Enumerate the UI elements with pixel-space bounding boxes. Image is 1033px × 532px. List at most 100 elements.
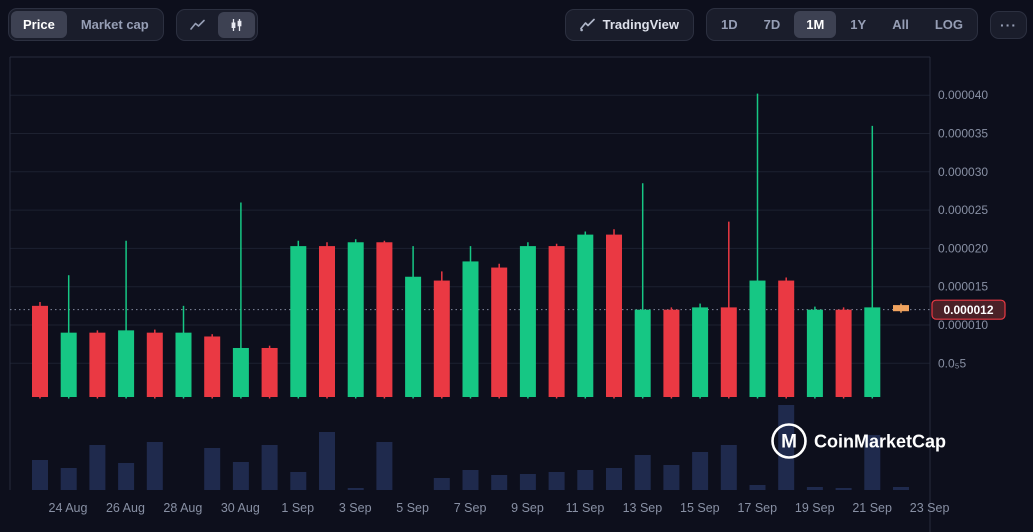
x-axis-label: 28 Aug [163,501,202,515]
volume-bar [146,442,163,490]
candle [319,246,335,398]
volume-bar [376,442,393,490]
x-axis-label: 9 Sep [511,501,544,515]
x-axis-label: 26 Aug [106,501,145,515]
candle [32,305,48,398]
tradingview-icon [579,18,595,32]
volume-bar [32,460,48,490]
volume-bar [806,487,823,490]
candle [893,305,909,312]
volume-bar [462,470,479,490]
coinmarketcap-watermark: M CoinMarketCap [771,423,946,459]
candle [433,280,450,398]
volume-bar [606,468,622,490]
line-chart-icon[interactable] [179,12,216,38]
y-axis-label: 0.000040 [938,88,988,102]
x-axis-label: 5 Sep [396,501,429,515]
candle [692,307,709,398]
coinmarketcap-logo-letter: M [781,432,797,453]
volume-bar [89,445,106,490]
coinmarketcap-watermark-label: CoinMarketCap [814,432,946,452]
x-axis-label: 11 Sep [566,501,605,515]
current-price-label-box [931,299,1006,320]
x-axis-label: 21 Sep [852,501,892,515]
volume-bar [491,475,508,490]
volume-bar [347,488,364,490]
y-axis-label: 0.0₅5 [938,356,967,370]
x-axis-label: 23 Sep [910,501,950,515]
x-axis-label: 3 Sep [339,501,372,515]
range-all[interactable]: All [880,11,921,38]
volume-bar [720,445,737,490]
y-axis-label: 0.000035 [938,127,988,141]
x-axis-label: 15 Sep [680,501,720,515]
y-axis-label: 0.000010 [938,318,988,332]
volume-bar [118,463,135,490]
volume-bar [261,445,278,490]
volume-bar [663,465,680,490]
candle [376,242,393,398]
tradingview-button[interactable]: TradingView [564,8,694,41]
volume-bar [519,474,536,490]
volume-bar [290,472,307,490]
x-axis-label: 7 Sep [454,501,487,515]
volume-bar [319,432,335,490]
candle [864,307,881,398]
range-selector: 1D 7D 1M 1Y All LOG [705,8,978,41]
candle [347,242,364,398]
candle [835,309,852,398]
volume-bar [232,462,249,490]
metric-toggle: Price Market cap [8,8,164,41]
volume-bar [634,455,651,490]
volume-bar [692,452,709,490]
x-axis-label: 17 Sep [737,501,777,515]
x-axis-label: 1 Sep [281,501,314,515]
tab-market-cap[interactable]: Market cap [69,11,161,38]
volume-bar [204,448,221,490]
candle [89,332,106,398]
tab-price[interactable]: Price [11,11,67,38]
volume-bar [893,487,909,490]
range-1m[interactable]: 1M [794,11,837,38]
candle [118,330,135,398]
current-price-label-text: 0.000012 [943,303,993,317]
y-axis-label: 0.000025 [938,203,988,217]
x-axis-label: 13 Sep [623,501,663,515]
candle [491,267,508,398]
candle [577,234,594,398]
y-axis-label: 0.000015 [938,280,988,294]
candle [204,336,221,398]
candle [778,280,795,398]
volume-bar [433,478,450,490]
y-axis-label: 0.000030 [938,165,988,179]
range-7d[interactable]: 7D [752,11,793,38]
candle [175,332,192,398]
candle [634,309,651,398]
x-axis-label: 30 Aug [221,501,260,515]
current-price-label: 0.000012 [931,299,1006,320]
volume-bar [548,472,565,490]
log-scale-toggle[interactable]: LOG [923,11,975,38]
candle [146,332,163,398]
candle [261,347,278,398]
volume-bar [835,488,852,490]
chart-type-toggle [175,8,258,41]
candle [806,309,823,398]
more-options-button[interactable]: ··· [990,10,1027,39]
volume-bar [577,470,594,490]
x-axis-label: 19 Sep [795,501,835,515]
y-axis-label: 0.000020 [938,241,988,255]
range-1y[interactable]: 1Y [838,11,878,38]
candle [663,309,680,398]
candle [232,347,249,398]
coinmarketcap-logo-icon [771,423,807,459]
tradingview-label: TradingView [602,17,679,32]
range-1d[interactable]: 1D [709,11,750,38]
candle [405,276,422,398]
candle [60,332,77,398]
candle [749,280,766,398]
candlestick-icon[interactable] [217,11,255,38]
candle [606,234,622,398]
